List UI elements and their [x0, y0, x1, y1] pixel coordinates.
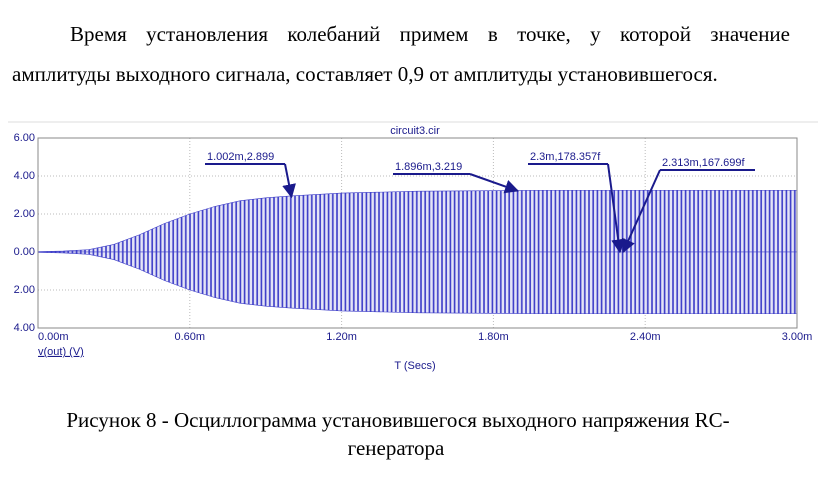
- y-tick-label: 4.00: [14, 322, 35, 334]
- y-tick-label: 2.00: [14, 208, 35, 220]
- y-tick-label: 6.00: [14, 132, 35, 144]
- signal-envelope: [37, 251, 798, 315]
- caption-line: Рисунок 8 - Осциллограмма установившегос…: [66, 408, 730, 432]
- caption-line: генератора: [347, 436, 445, 460]
- legend-entry: v(out) (V): [38, 346, 84, 358]
- x-tick-label: 2.40m: [630, 331, 661, 343]
- x-tick-label: 0.60m: [175, 331, 206, 343]
- chart: circuit3.cir T (Secs) v(out) (V) 4.00 2.0…: [8, 121, 818, 372]
- annotation-arrow: [607, 163, 626, 254]
- annotation-label: 2.313m,167.699f: [662, 157, 746, 169]
- paragraph-line: Время установления колебаний примем в то…: [70, 22, 790, 46]
- x-tick-label: 1.20m: [326, 331, 357, 343]
- annotation-label: 1.002m,2.899: [207, 151, 274, 163]
- y-tick-label: 0.00: [14, 246, 35, 258]
- annotation-label: 2.3m,178.357f: [530, 151, 601, 163]
- paragraph-line: амплитуды выходного сигнала, составляет …: [12, 62, 718, 86]
- annotation-arrow: [469, 173, 520, 194]
- x-tick-label: 0.00m: [38, 331, 69, 343]
- annotation-arrow: [621, 169, 661, 254]
- y-tick-label: 4.00: [14, 170, 35, 182]
- y-tick-label: 2.00: [14, 284, 35, 296]
- plot-frame: [37, 137, 798, 329]
- x-tick-label: 1.80m: [478, 331, 509, 343]
- x-axis-label: T (Secs): [394, 360, 435, 372]
- annotation-label: 1.896m,3.219: [395, 161, 462, 173]
- annotation-arrow: [282, 163, 296, 199]
- x-tick-label: 3.00m: [782, 331, 813, 343]
- signal-envelope: [37, 189, 798, 253]
- chart-title: circuit3.cir: [390, 125, 440, 137]
